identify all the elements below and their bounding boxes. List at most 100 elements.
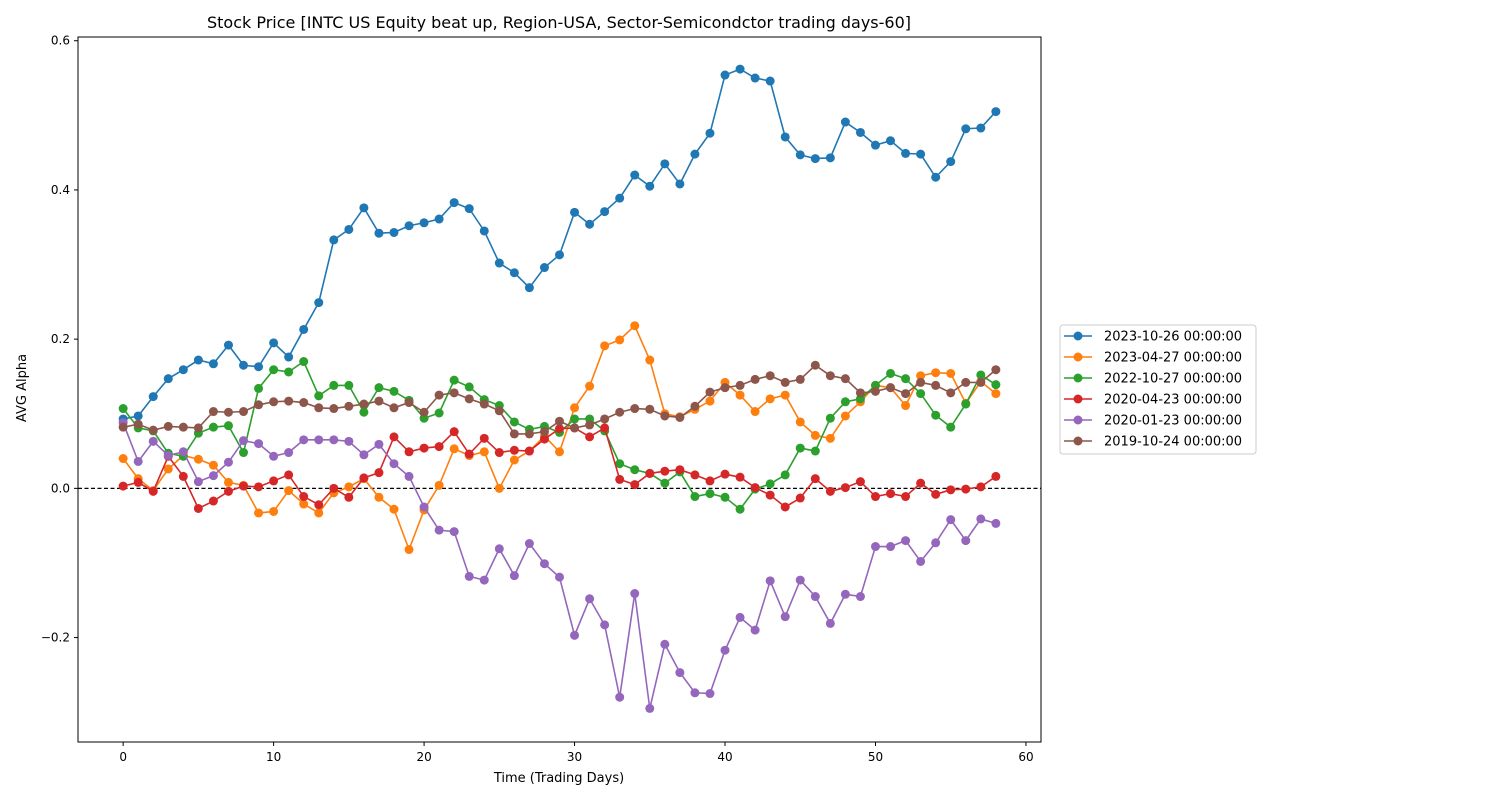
data-point (840, 589, 850, 599)
data-point (509, 429, 519, 439)
data-point (555, 416, 564, 426)
data-point (705, 387, 715, 397)
data-point (449, 427, 459, 437)
x-tick-label: 10 (266, 750, 281, 764)
data-point (660, 466, 670, 476)
data-point (494, 406, 504, 416)
data-point (660, 478, 670, 488)
legend-item: 2022-10-27 00:00:00 (1064, 372, 1242, 387)
data-point (961, 399, 971, 409)
data-point (660, 159, 670, 169)
data-point (299, 324, 309, 334)
data-point (299, 499, 309, 509)
data-point (600, 423, 610, 433)
legend-box (1059, 324, 1257, 455)
data-point (750, 374, 760, 384)
data-point (464, 382, 474, 392)
data-point (810, 446, 820, 456)
data-point (344, 224, 354, 234)
data-point (163, 464, 173, 474)
data-point (780, 377, 790, 387)
data-point (374, 228, 384, 238)
data-point (434, 390, 444, 400)
legend-item: 2023-04-27 00:00:00 (1064, 351, 1242, 366)
y-tick-label: 0.6 (51, 34, 70, 48)
data-point (976, 377, 986, 387)
data-point (118, 454, 128, 464)
legend-item: 2023-10-26 00:00:00 (1064, 330, 1242, 345)
data-point (539, 263, 549, 273)
plot-area (77, 36, 1042, 743)
x-axis: 0 10 20 30 40 50 60 (119, 742, 1034, 764)
data-point (359, 399, 369, 409)
data-point (720, 645, 730, 655)
legend-marker (1073, 394, 1083, 404)
data-point (539, 559, 549, 569)
data-point (374, 383, 384, 393)
data-point (329, 380, 339, 390)
data-point (720, 70, 730, 80)
data-point (991, 389, 1001, 399)
data-point (675, 412, 685, 422)
legend-label: 2020-04-23 00:00:00 (1104, 393, 1242, 408)
data-point (329, 235, 339, 245)
data-point (434, 480, 444, 490)
data-point (269, 476, 279, 486)
data-point (720, 383, 730, 393)
data-point (329, 483, 339, 493)
data-point (585, 432, 595, 442)
series-1 (118, 321, 1001, 555)
data-point (795, 374, 805, 384)
data-point (404, 471, 414, 481)
data-point (931, 410, 941, 420)
data-point (148, 436, 158, 446)
data-point (178, 365, 188, 375)
data-point (434, 525, 444, 535)
data-point (359, 450, 369, 460)
data-point (374, 439, 384, 449)
data-point (916, 389, 926, 399)
data-point (735, 504, 745, 514)
data-point (479, 447, 489, 457)
data-point (765, 576, 775, 586)
data-point (720, 492, 730, 502)
data-point (946, 422, 956, 432)
data-point (359, 407, 369, 417)
series-line (122, 68, 997, 420)
data-point (600, 341, 610, 351)
data-point (735, 64, 745, 74)
data-point (810, 592, 820, 602)
data-point (735, 390, 745, 400)
data-point (208, 422, 218, 432)
data-point (284, 367, 294, 377)
data-point (810, 154, 820, 164)
data-point (630, 321, 640, 331)
data-point (750, 407, 760, 417)
data-point (705, 396, 715, 406)
data-point (931, 489, 941, 499)
data-point (916, 478, 926, 488)
data-point (389, 432, 399, 442)
data-point (524, 539, 534, 549)
data-point (344, 436, 354, 446)
data-point (946, 388, 956, 398)
data-point (239, 360, 249, 370)
data-point (555, 447, 564, 457)
data-point (630, 404, 640, 414)
data-point (946, 515, 956, 525)
data-point (870, 140, 880, 150)
legend-item: 2020-04-23 00:00:00 (1064, 393, 1242, 408)
data-point (223, 421, 233, 431)
data-point (961, 484, 971, 494)
data-point (449, 388, 459, 398)
data-point (314, 391, 324, 401)
data-point (946, 368, 956, 378)
data-point (886, 368, 896, 378)
data-point (690, 492, 700, 502)
data-point (344, 401, 354, 411)
data-point (449, 375, 459, 385)
y-tick-label: 0.4 (51, 183, 70, 197)
data-point (810, 474, 820, 484)
data-point (314, 435, 324, 445)
data-point (765, 490, 775, 500)
